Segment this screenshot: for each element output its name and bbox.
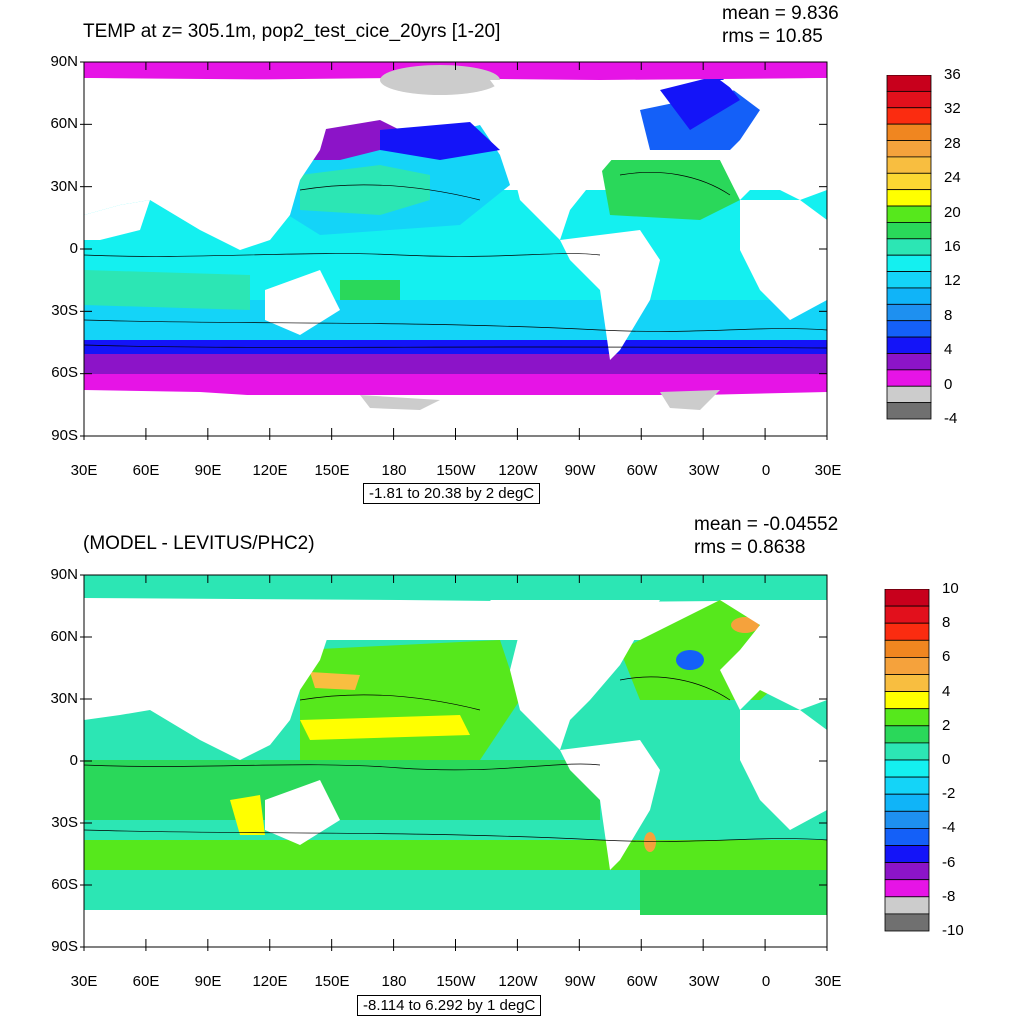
lon-label: 30E (70, 462, 98, 479)
contour-info-box: -8.114 to 6.292 by 1 degC (357, 995, 542, 1016)
colorbar (884, 589, 930, 932)
colorbar-label: 12 (944, 272, 961, 290)
lon-label: 90W (564, 462, 596, 479)
panel-title: TEMP at z= 305.1m, pop2_test_cice_20yrs … (83, 21, 501, 42)
lon-label: 60W (626, 973, 658, 990)
lon-label: 90W (564, 973, 596, 990)
colorbar-label: 8 (942, 614, 951, 632)
colorbar-label: 24 (944, 169, 961, 187)
colorbar-swatch (884, 622, 930, 641)
lat-label: 90N (50, 53, 78, 70)
temperature-map (80, 61, 828, 440)
colorbar-swatch (884, 725, 930, 744)
colorbar-label: -8 (942, 887, 956, 905)
colorbar-swatch (886, 402, 932, 420)
lat-label: 30S (51, 302, 78, 319)
colorbar-swatch (884, 589, 930, 607)
lon-label: 180 (381, 973, 407, 990)
colorbar-swatch (884, 913, 930, 932)
colorbar-swatch (884, 674, 930, 693)
lat-label: 30N (50, 690, 78, 707)
lon-label: 120W (498, 973, 538, 990)
colorbar-label: -2 (942, 785, 956, 803)
colorbar-label: 20 (944, 203, 961, 221)
mean-value: mean = -0.04552 (694, 514, 839, 535)
lon-label: 90E (194, 462, 222, 479)
rms-value: rms = 0.8638 (694, 537, 806, 558)
lon-label: 60E (132, 462, 160, 479)
colorbar-label: 10 (942, 580, 959, 597)
colorbar-swatch (884, 691, 930, 710)
lat-label: 0 (69, 240, 78, 257)
colorbar-label: 36 (944, 66, 961, 83)
rms-value: rms = 10.85 (722, 26, 823, 47)
lon-label: 120E (252, 462, 288, 479)
lon-label: 30E (814, 973, 842, 990)
colorbar-swatch (884, 639, 930, 658)
contour-info-box: -1.81 to 20.38 by 2 degC (363, 483, 541, 504)
lon-label: 60E (132, 973, 160, 990)
colorbar-swatch (884, 776, 930, 795)
colorbar-swatch (884, 810, 930, 829)
colorbar-swatch (884, 862, 930, 881)
colorbar-swatch (884, 793, 930, 812)
lat-label: 30N (50, 178, 78, 195)
colorbar-label: 32 (944, 100, 961, 118)
colorbar-swatch (884, 708, 930, 727)
colorbar-label: 4 (942, 682, 951, 700)
colorbar-label: -6 (942, 853, 956, 871)
colorbar-label: 28 (944, 134, 961, 152)
lon-label: 30W (688, 973, 720, 990)
mean-value: mean = 9.836 (722, 3, 839, 24)
colorbar (886, 75, 932, 420)
colorbar-label: -4 (944, 410, 958, 427)
lat-label: 0 (69, 752, 78, 769)
lon-label: 150W (436, 973, 476, 990)
lon-label: 120W (498, 462, 538, 479)
colorbar-label: 16 (944, 238, 961, 255)
colorbar-label: 4 (944, 341, 953, 359)
colorbar-swatch (884, 759, 930, 778)
lon-label: 120E (252, 973, 288, 990)
lat-label: 90S (51, 938, 78, 955)
colorbar-label: -4 (942, 819, 956, 837)
lat-label: 30S (51, 814, 78, 831)
lon-label: 30E (814, 462, 842, 479)
colorbar-label: 6 (942, 648, 951, 666)
lon-label: 90E (194, 973, 222, 990)
colorbar-swatch (884, 879, 930, 898)
colorbar-label: 2 (942, 716, 951, 734)
colorbar-swatch (884, 896, 930, 915)
lat-label: 60S (51, 364, 78, 381)
lon-label: 150E (314, 462, 350, 479)
colorbar-label: 0 (944, 375, 953, 393)
lon-label: 60W (626, 462, 658, 479)
colorbar-swatch (884, 605, 930, 624)
colorbar-swatch (884, 742, 930, 761)
lon-label: 0 (761, 973, 771, 990)
lon-label: 150W (436, 462, 476, 479)
lat-label: 90N (50, 566, 78, 583)
lon-label: 0 (761, 462, 771, 479)
lat-label: 90S (51, 427, 78, 444)
lon-label: 30E (70, 973, 98, 990)
lon-label: 150E (314, 973, 350, 990)
colorbar-label: 0 (942, 751, 951, 768)
colorbar-swatch (884, 827, 930, 846)
colorbar-swatch (884, 845, 930, 864)
colorbar-swatch (884, 657, 930, 675)
panel-title: (MODEL - LEVITUS/PHC2) (83, 533, 315, 554)
lat-label: 60S (51, 876, 78, 893)
lon-label: 30W (688, 462, 720, 479)
colorbar-label: -10 (942, 922, 964, 939)
colorbar-label: 8 (944, 306, 953, 324)
lat-label: 60N (50, 628, 78, 645)
lat-label: 60N (50, 115, 78, 132)
lon-label: 180 (381, 462, 407, 479)
